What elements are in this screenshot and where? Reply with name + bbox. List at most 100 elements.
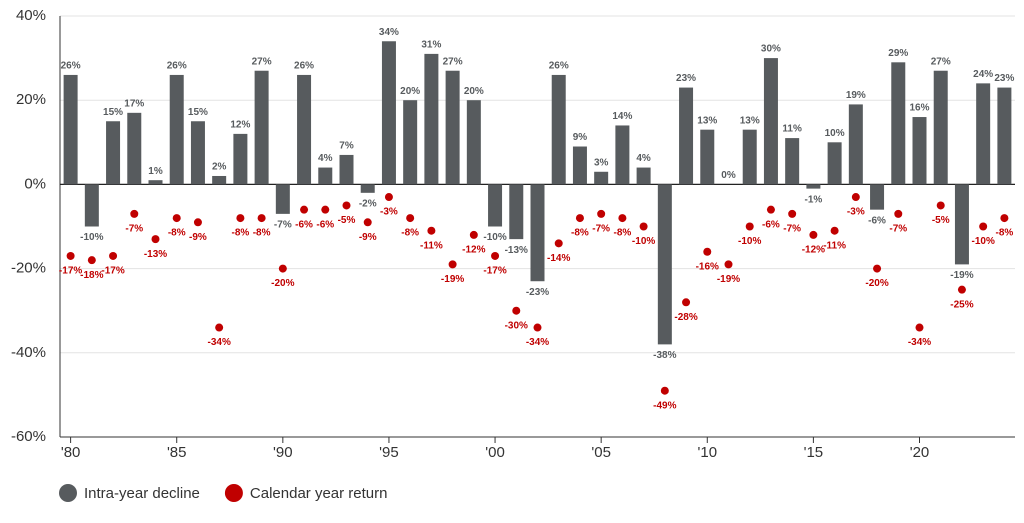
dot <box>512 306 521 315</box>
bar <box>551 74 566 185</box>
dot-label: -25% <box>950 299 973 310</box>
dot-label: -34% <box>526 337 549 348</box>
dot <box>703 247 712 256</box>
dot <box>427 226 436 235</box>
bar <box>594 171 609 185</box>
bar-label: -19% <box>950 270 973 281</box>
bar-label: 4% <box>636 153 651 164</box>
dot <box>766 205 775 214</box>
dot <box>151 235 160 244</box>
dot-label: -3% <box>847 207 865 218</box>
bar <box>954 184 969 265</box>
dot-label: -19% <box>717 274 740 285</box>
dot-label: -12% <box>802 245 825 256</box>
dot-label: -12% <box>462 245 485 256</box>
dot-label: -19% <box>441 274 464 285</box>
dot <box>682 298 691 307</box>
dot-label: -30% <box>505 320 528 331</box>
dot-label: -8% <box>231 228 249 239</box>
dot-label: -7% <box>125 224 143 235</box>
dot-label: -13% <box>144 249 167 260</box>
bar-label: 20% <box>400 86 420 97</box>
dot <box>851 193 860 202</box>
bar-label: 24% <box>973 69 993 80</box>
bar-label: 2% <box>212 162 227 173</box>
dot-label: -8% <box>401 228 419 239</box>
dot-label: -20% <box>865 278 888 289</box>
dot <box>936 201 945 210</box>
bar <box>679 87 694 185</box>
dot-label: -5% <box>932 215 950 226</box>
bar <box>381 41 396 185</box>
bar <box>339 154 354 185</box>
bar <box>933 70 948 185</box>
dot <box>278 264 287 273</box>
bar <box>785 138 800 185</box>
bar-label: 1% <box>148 166 163 177</box>
y-tick-label: 40% <box>16 7 46 24</box>
bar <box>169 74 184 185</box>
dot-label: -14% <box>547 253 570 264</box>
bar <box>657 184 672 345</box>
bar <box>530 184 545 282</box>
bar <box>763 58 778 185</box>
dot <box>830 226 839 235</box>
dot <box>873 264 882 273</box>
x-tick-label: '80 <box>61 444 81 461</box>
bar-label: 19% <box>846 90 866 101</box>
dot <box>172 214 181 223</box>
bar-label: 11% <box>782 124 802 135</box>
dot <box>554 239 563 248</box>
dot-label: -10% <box>738 236 761 247</box>
bar-label: -10% <box>483 232 506 243</box>
legend-label: Intra-year decline <box>84 485 200 502</box>
x-tick-label: '05 <box>591 444 611 461</box>
bar-label: 26% <box>294 61 314 72</box>
dot <box>363 218 372 227</box>
bar-label: -2% <box>359 198 377 209</box>
y-tick-label: 0% <box>24 175 46 192</box>
bar-label: -23% <box>526 287 549 298</box>
dot <box>469 230 478 239</box>
dot <box>215 323 224 332</box>
bar-label: 30% <box>761 44 781 55</box>
bar-label: 13% <box>697 115 717 126</box>
dot-label: -7% <box>889 224 907 235</box>
bar <box>870 184 885 210</box>
dot-label: -8% <box>613 228 631 239</box>
dot <box>236 214 245 223</box>
dot <box>660 386 669 395</box>
dot-label: -10% <box>632 236 655 247</box>
dot-label: -6% <box>295 219 313 230</box>
dot-label: -7% <box>592 224 610 235</box>
x-tick-label: '95 <box>379 444 399 461</box>
bar-label: 13% <box>740 115 760 126</box>
bar <box>297 74 312 185</box>
dot-label: -11% <box>823 240 846 251</box>
bar <box>403 100 418 185</box>
bar <box>891 62 906 185</box>
dot-label: -34% <box>207 337 230 348</box>
bar <box>466 100 481 185</box>
bar-label: 4% <box>318 153 333 164</box>
bar-label: 0% <box>721 170 736 181</box>
bar <box>509 184 524 240</box>
bar-label: 26% <box>61 61 81 72</box>
dot <box>193 218 202 227</box>
bar-label: -10% <box>80 232 103 243</box>
dot-label: -49% <box>653 400 676 411</box>
x-tick-label: '15 <box>804 444 824 461</box>
dot-label: -6% <box>762 219 780 230</box>
bar-label: 15% <box>103 107 123 118</box>
dot-label: -8% <box>995 228 1013 239</box>
dot-label: -17% <box>101 266 124 277</box>
bar-label: 26% <box>549 61 569 72</box>
y-tick-label: -40% <box>11 344 46 361</box>
bar-label: 7% <box>339 141 354 152</box>
dot-label: -10% <box>971 236 994 247</box>
bar <box>848 104 863 185</box>
bar <box>360 184 375 193</box>
dot-label: -28% <box>674 312 697 323</box>
dot <box>639 222 648 231</box>
